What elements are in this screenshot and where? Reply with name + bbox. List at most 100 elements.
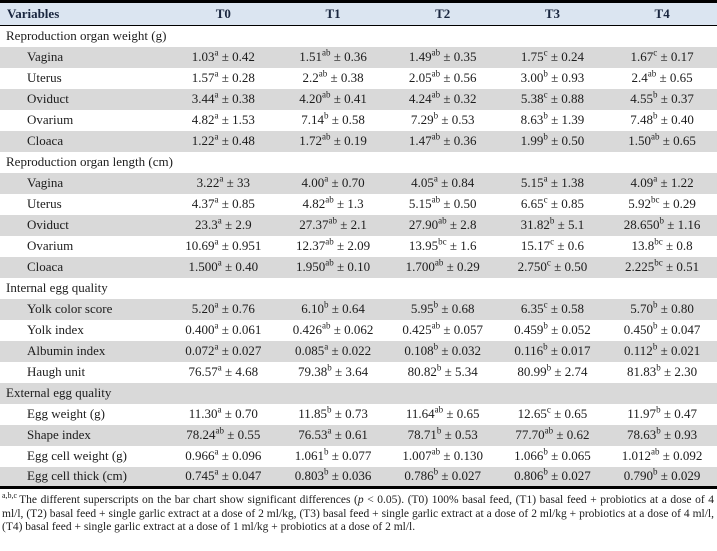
value-cell: 3.44a ± 0.38 [169,89,279,110]
standard-deviation: ± 1.16 [664,217,701,232]
mean-value: 1.500 [188,259,218,274]
mean-value: 4.55 [630,91,654,106]
header-row: Variables T0 T1 T2 T3 T4 [0,1,717,26]
standard-deviation: ± 0.130 [440,448,484,463]
standard-deviation: ± 4.68 [221,364,259,379]
column-header-t4: T4 [654,6,670,21]
significance-superscript: b [546,362,552,373]
mean-value: 78.63 [627,427,657,442]
row-label: Yolk index [27,322,84,337]
mean-value: 1.066 [514,448,544,463]
significance-superscript: ab [321,47,331,58]
significance-superscript: b [653,110,658,121]
significance-superscript: a [214,110,219,121]
significance-superscript: c [546,404,551,415]
value-cell: 5.20a ± 0.76 [169,299,279,320]
standard-deviation: ± 0.29 [443,259,480,274]
significance-superscript: b [543,68,548,79]
mean-value: 2.225 [625,259,655,274]
column-header-t2: T2 [435,6,451,21]
significance-superscript: b [323,466,329,477]
mean-value: 1.51 [299,49,322,64]
standard-deviation: ± 0.24 [547,49,584,64]
significance-superscript: a [324,173,329,184]
standard-deviation: ± 0.84 [437,175,475,190]
standard-deviation: ± 1.22 [657,175,694,190]
significance-superscript: b [656,404,661,415]
value-cell: 4.05a ± 0.84 [388,173,498,194]
table-row: Uterus 1.57a ± 0.28 2.2ab ± 0.38 2.05ab ± 0… [0,68,717,89]
value-cell: 78.63b ± 0.93 [607,425,717,446]
mean-value: 15.17 [520,238,551,253]
table-body: Reproduction organ weight (g) Vagina 1.03a… [0,26,717,488]
standard-deviation: ± 0.65 [443,406,480,421]
value-cell: 27.37ab ± 2.1 [278,215,388,236]
significance-superscript: b [653,320,658,331]
mean-value: 11.97 [627,406,657,421]
significance-superscript: ab [321,131,331,142]
mean-value: 1.99 [520,133,544,148]
mean-value: 0.450 [623,322,654,337]
value-cell: 5.70b ± 0.80 [607,299,717,320]
value-cell: 1.50ab ± 0.65 [607,131,717,152]
value-cell: 11.85b ± 0.73 [278,404,388,425]
mean-value: 80.99 [517,364,547,379]
value-cell: 11.30a ± 0.70 [169,404,279,425]
value-cell: 4.37a ± 0.85 [169,194,279,215]
standard-deviation: ± 0.36 [440,133,477,148]
row-label: Albumin index [27,343,106,358]
value-cell: 1.066b ± 0.065 [498,446,608,467]
significance-superscript: ab [431,446,441,457]
value-cell: 1.007ab ± 0.130 [388,446,498,467]
significance-superscript: b [436,425,442,436]
value-cell: 0.426ab ± 0.062 [278,320,388,341]
mean-value: 3.22 [196,175,220,190]
value-cell: 1.99b ± 0.50 [498,131,608,152]
mean-value: 8.63 [520,112,544,127]
significance-superscript: b [543,446,548,457]
mean-value: 4.82 [191,112,215,127]
value-cell: 1.03a ± 0.42 [169,47,279,68]
mean-value: 0.426 [292,322,322,337]
standard-deviation: ± 0.36 [330,49,367,64]
mean-value: 76.57 [188,364,218,379]
standard-deviation: ± 0.027 [547,468,591,484]
value-cell: 1.22a ± 0.48 [169,131,279,152]
mean-value: 1.22 [191,133,215,148]
value-cell: 81.83b ± 2.30 [607,362,717,383]
mean-value: 1.57 [191,70,215,85]
significance-superscript: a [543,173,548,184]
mean-value: 4.00 [301,175,325,190]
table-row: Uterus 4.37a ± 0.85 4.82ab ± 1.3 5.15ab ± 0… [0,194,717,215]
mean-value: 1.50 [628,133,652,148]
standard-deviation: ± 0.58 [547,301,584,316]
standard-deviation: ± 5.34 [441,364,478,379]
value-cell: 4.55b ± 0.37 [607,89,717,110]
standard-deviation: ± 0.061 [218,322,262,337]
mean-value: 0.790 [623,468,654,484]
table-row: Oviduct 3.44a ± 0.38 4.20ab ± 0.41 4.24ab ±… [0,88,717,110]
standard-deviation: ± 0.68 [438,301,475,316]
mean-value: 27.90 [408,217,439,232]
significance-superscript: b [323,299,329,310]
mean-value: 6.10 [301,301,324,316]
significance-superscript: b [652,341,658,352]
value-cell: 6.10b ± 0.64 [278,299,388,320]
value-cell: 4.24ab ± 0.32 [388,89,498,110]
table-row: Egg weight (g) 11.30a ± 0.70 11.85b ± 0.73… [0,404,717,425]
mean-value: 12.65 [517,406,547,421]
mean-value: 12.37 [295,238,326,253]
value-cell: 79.38b ± 3.64 [278,362,388,383]
mean-value: 3.00 [520,70,544,85]
row-label: Ovarium [27,238,74,253]
standard-deviation: ± 0.10 [333,259,371,274]
standard-deviation: ± 33 [223,175,251,190]
significance-superscript: a [217,257,222,268]
standard-deviation: ± 2.8 [446,217,477,232]
standard-deviation: ± 0.6 [554,238,584,253]
significance-superscript: c [543,47,548,58]
significance-superscript: ab [431,47,441,58]
table-row: Haugh unit 76.57a ± 4.68 79.38b ± 3.64 80.8… [0,362,717,383]
significance-superscript: a [214,466,219,477]
table-row: Yolk index 0.400a ± 0.061 0.426ab ± 0.062 0… [0,320,717,341]
